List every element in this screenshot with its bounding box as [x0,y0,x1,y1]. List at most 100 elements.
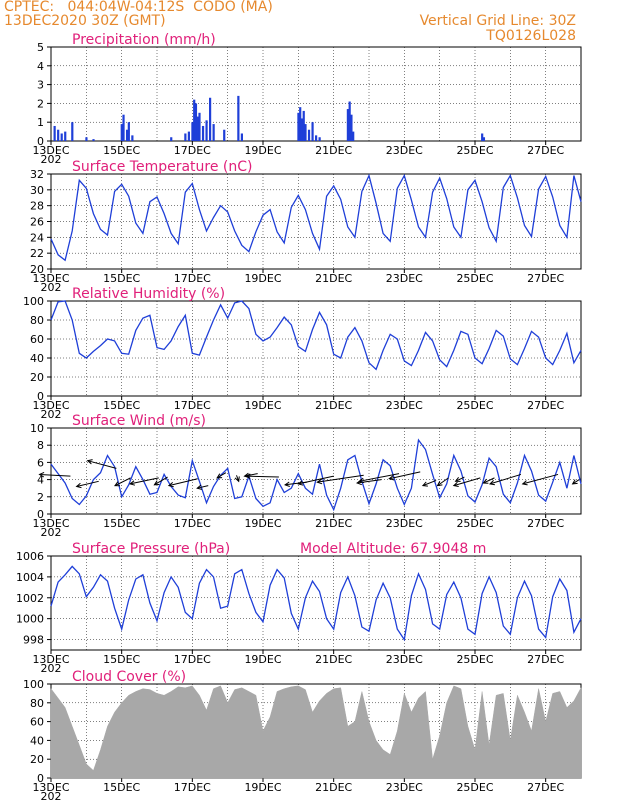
precip-bar [60,133,63,141]
precip-bar [212,124,215,141]
precip-bar [209,97,212,141]
wind-vector-head [521,480,528,486]
precip-bar [348,101,351,141]
cloud-ytick-label: 20 [30,753,44,766]
cloud-ytick-label: 40 [30,734,44,747]
wind-xtick-label: 17DEC [174,517,211,530]
wind-xtick-label: 25DEC [456,517,493,530]
rh-ytick-label: 100 [23,295,44,308]
wind-vector [154,476,168,486]
precip-ytick-label: 1 [37,116,44,129]
wind-vector-head [75,482,82,489]
rh-xtick-label: 15DEC [103,399,140,412]
cloud-ytick-label: 100 [23,678,44,691]
precip-bar [92,139,95,141]
precip-bar [302,110,305,141]
rh-ytick-label: 60 [30,333,44,346]
cloud-xtick-label: 27DEC [527,781,564,794]
temp-ytick-label: 24 [30,231,44,244]
pressure-ytick-label: 1004 [16,571,44,584]
wind-vector [197,485,209,489]
cloud-xtick-label: 23DEC [386,781,423,794]
wind-vector [453,477,481,487]
temp-ytick-label: 26 [30,216,44,229]
wind-ytick-label: 2 [37,491,44,504]
precip-bar [71,122,74,141]
cloud-xtick-label: 21DEC [315,781,352,794]
wind-year-stub: 202 [41,526,62,539]
wind-vector [357,479,382,484]
pressure-ytick-label: 1006 [16,550,44,563]
wind-vector [216,472,227,479]
wind-vector [114,477,131,487]
cloud-xtick-label: 25DEC [456,781,493,794]
rh-year-stub: 202 [41,408,62,421]
temp-ytick-label: 22 [30,247,44,260]
wind-ytick-label: 0 [37,508,44,521]
pressure-series-line [50,565,582,642]
wind-vector [489,473,522,485]
temp-ytick-label: 28 [30,200,44,213]
pressure-ytick-label: 1002 [16,592,44,605]
precip-bar [196,116,199,141]
cloud-xtick-label: 19DEC [244,781,281,794]
wind-vector-head [167,482,174,488]
precip-ytick-label: 0 [37,135,44,148]
wind-vector-head [38,471,45,478]
temp-ytick-label: 20 [30,263,44,276]
wind-vector [317,474,364,483]
rh-ytick-label: 0 [37,390,44,403]
wind-vector [129,477,159,485]
precip-xtick-label: 13DEC [32,144,69,157]
precip-bar [297,112,300,141]
precip-bar [350,114,353,141]
precip-bar [194,103,198,141]
wind-xtick-label: 21DEC [315,517,352,530]
pressure-frame [50,555,582,651]
wind-vector [39,473,71,477]
wind-ytick-label: 8 [37,439,44,452]
cloud-xtick-label: 15DEC [103,781,140,794]
wind-vector-head [114,481,121,487]
precip-bar [127,122,130,141]
pressure-year-stub: 202 [41,662,62,675]
pressure-title: Surface Pressure (hPa) [72,541,230,557]
temp-xtick-label: 23DEC [386,272,423,285]
temp-xtick-label: 21DEC [315,272,352,285]
temp-ytick-label: 30 [30,184,44,197]
precip-bar [201,125,205,141]
wind-vector-head [571,479,578,485]
temp-series-line [50,173,582,262]
pressure-xtick-label: 21DEC [315,653,352,666]
wind-vector-head [454,476,461,482]
precip-bar [307,129,311,141]
wind-vector [389,471,421,480]
pressure-xtick-label: 25DEC [456,653,493,666]
wind-vector [87,460,117,469]
rh-title: Relative Humidity (%) [72,286,225,302]
precip-bar [191,122,194,141]
cloud-area [50,685,582,779]
wind-vector-head [196,484,203,490]
precip-ytick-label: 2 [37,97,44,110]
wind-vector [298,475,334,485]
wind-vector [522,473,559,485]
cloud-ytick-label: 60 [30,716,44,729]
pressure-ytick-label: 1000 [16,613,44,626]
wind-title: Surface Wind (m/s) [72,413,206,429]
wind-vector [422,479,437,487]
rh-ytick-label: 40 [30,352,44,365]
precip-bar [300,118,304,141]
temp-xtick-label: 19DEC [244,272,281,285]
precip-bar [240,133,243,141]
precip-bar [53,125,56,141]
precip-title: Precipitation (mm/h) [72,32,216,48]
wind-ytick-label: 6 [37,456,44,469]
temp-ytick-label: 32 [30,168,44,181]
wind-vector [359,473,400,482]
precip-bar [85,137,88,141]
precip-bar [237,95,240,141]
precip-xtick-label: 17DEC [174,144,211,157]
precip-bar [346,109,349,141]
precip-bar [122,114,125,141]
